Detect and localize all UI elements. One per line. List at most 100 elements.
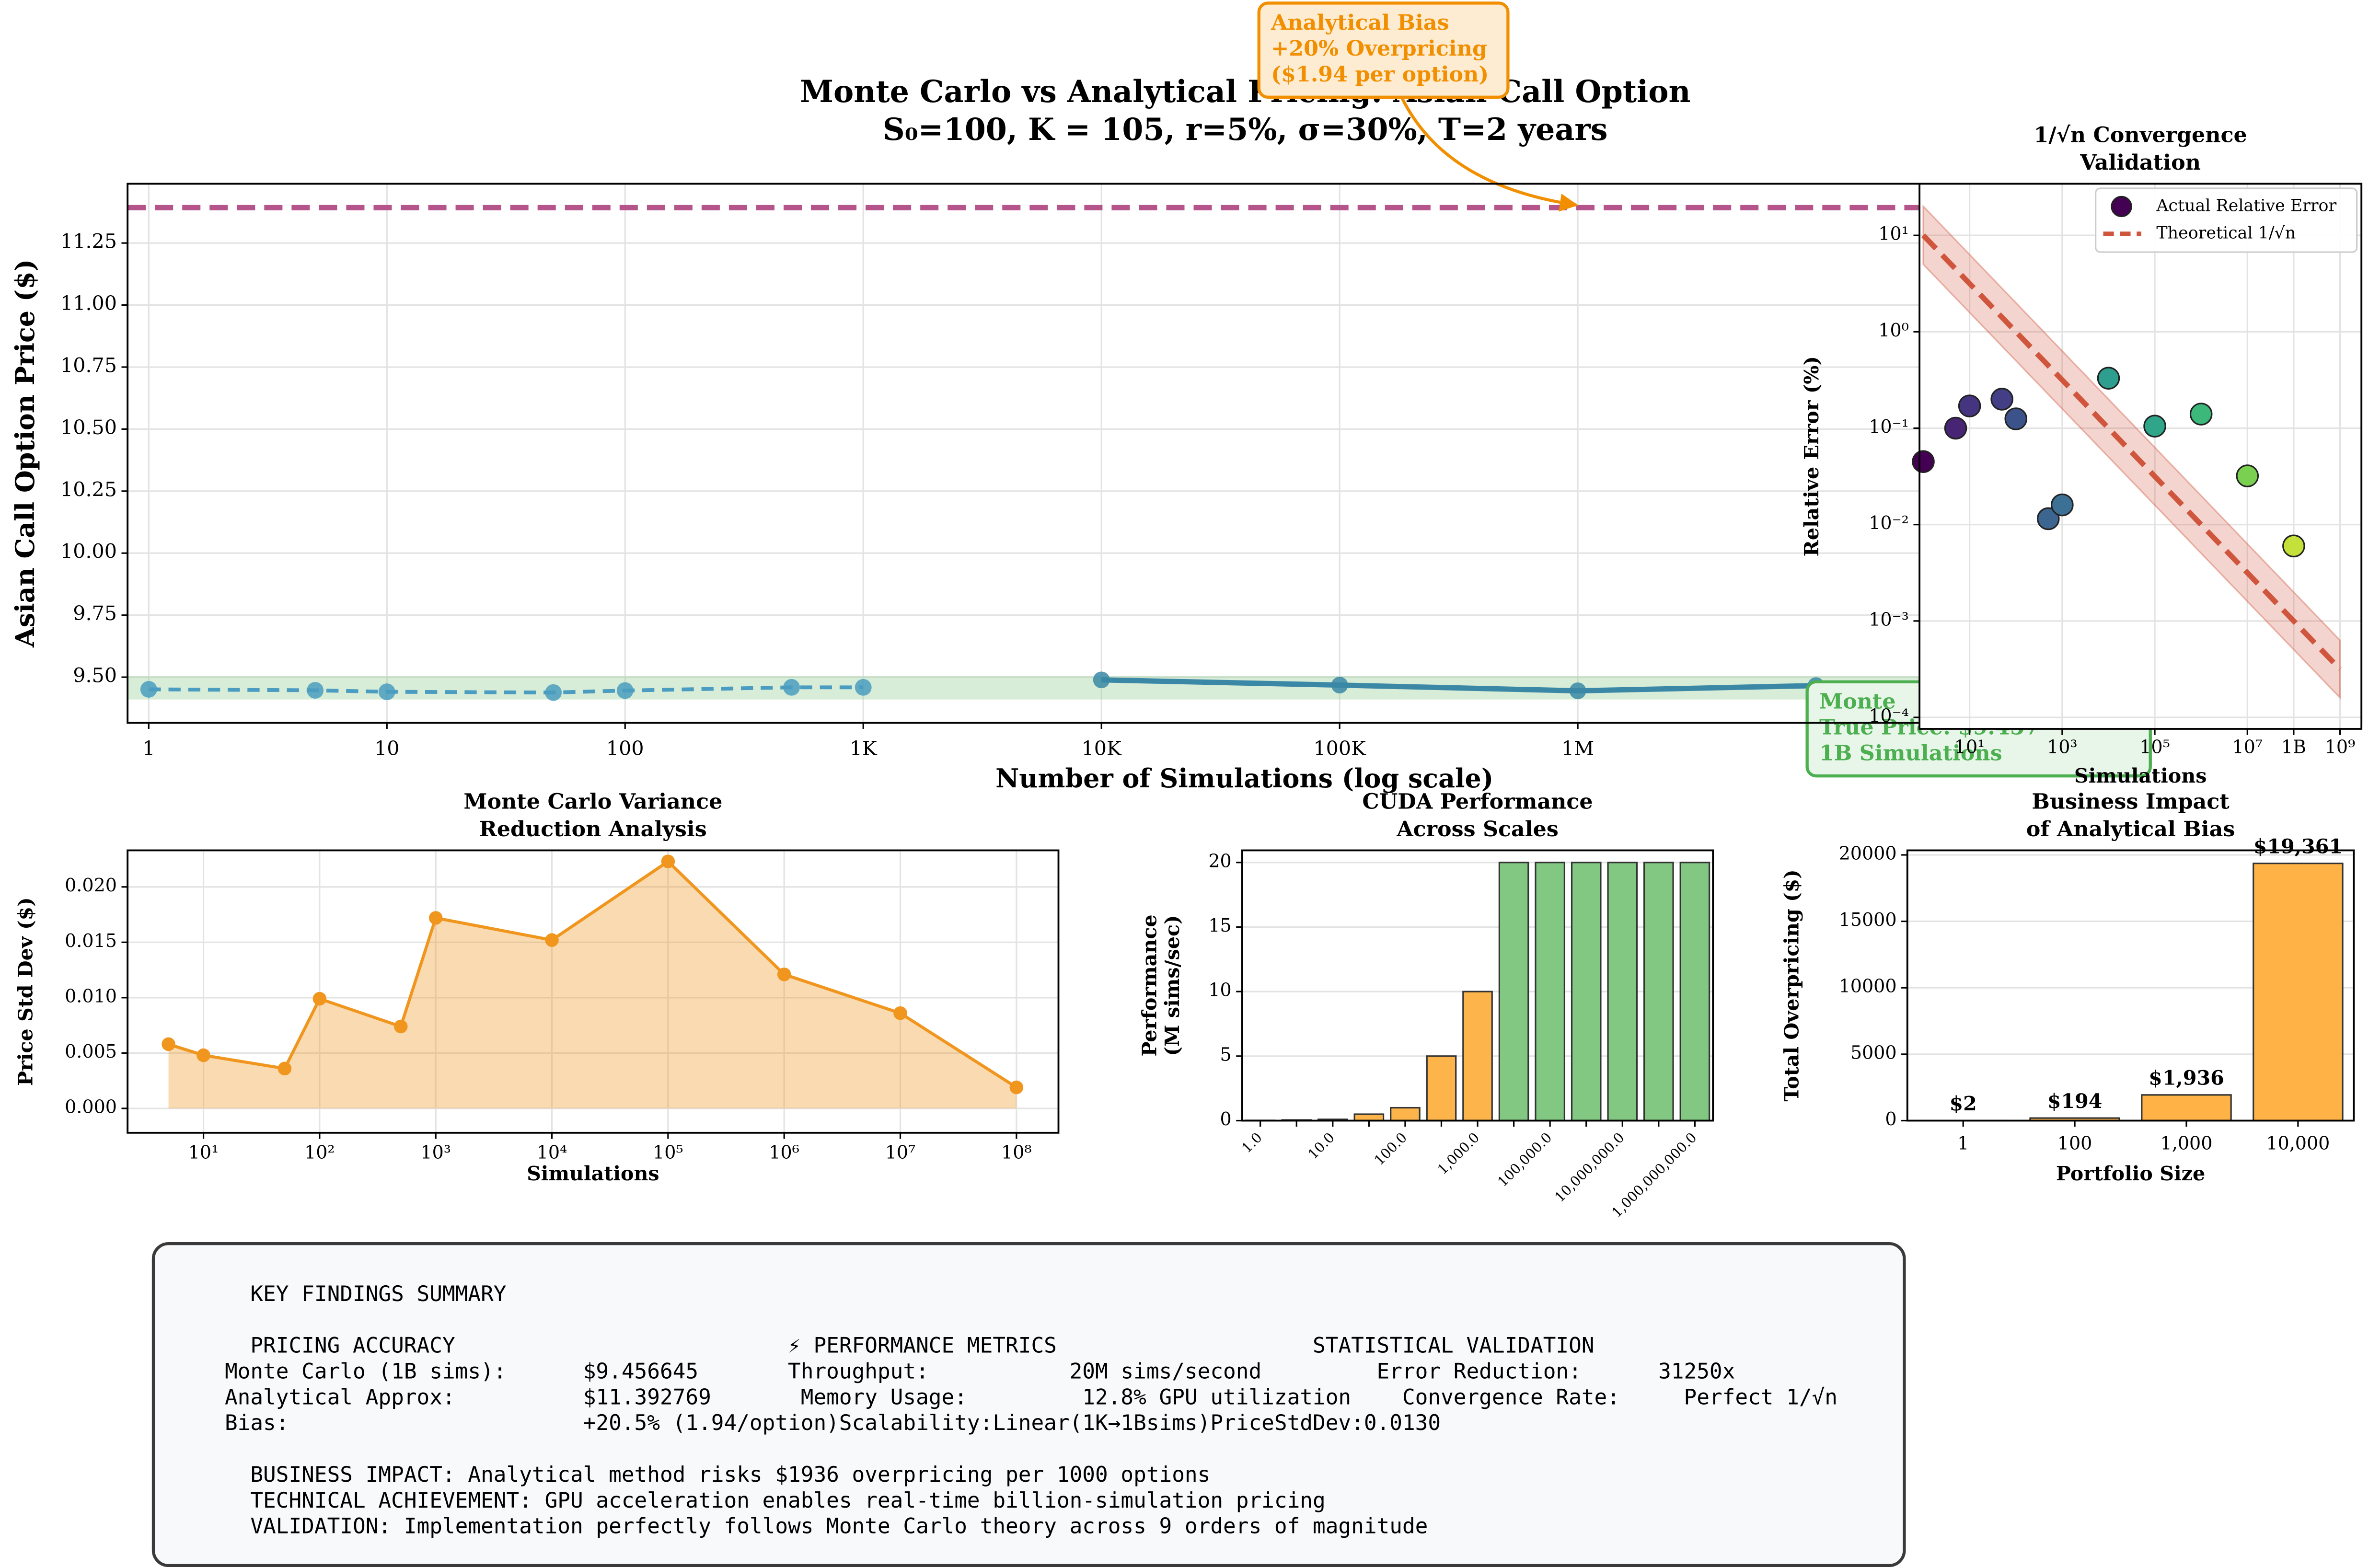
chart: Monte Carlo Variance Reduction Analysis 0.…: [14, 789, 1060, 1185]
std-point: [428, 911, 443, 925]
x-axis-label: Number of Simulations (log scale): [995, 763, 1493, 794]
y-tick-label: 10⁻³: [1869, 609, 1909, 630]
y-tick-label: 0.015: [65, 930, 117, 951]
y-tick-label: 10¹: [1878, 223, 1909, 244]
summary-line: Bias: +20.5% (1.94/option)Scalability:Li…: [225, 1411, 1441, 1435]
chart-title: Monte Carlo vs Analytical Pricing: Asian…: [800, 73, 1691, 109]
y-tick-label: 10⁻⁴: [1869, 705, 1909, 726]
chart: Business Impact of Analytical Bias 0 5000 10…: [1780, 789, 2355, 1185]
price-point: [616, 682, 634, 699]
x-tick-label: 100K: [1313, 737, 1366, 760]
legend-label: Actual Relative Error: [2156, 196, 2336, 215]
error-point: [2004, 407, 2027, 430]
y-axis-label: (M sims/sec): [1160, 915, 1184, 1056]
std-point: [162, 1037, 175, 1051]
x-tick-label: 10³: [2047, 737, 2078, 758]
chart-title: CUDA Performance: [1362, 789, 1593, 814]
plot-frame: [127, 849, 1060, 1134]
y-tick-label: 20: [1208, 850, 1231, 871]
error-point: [2189, 403, 2213, 426]
chart-title: Business Impact: [2032, 789, 2230, 814]
annotation-text: 1B Simulations: [1819, 740, 2002, 765]
std-point: [196, 1048, 210, 1062]
summary: KEY FINDINGS SUMMARY PRICING ACCURACY ⚡ …: [225, 1282, 1837, 1539]
y-tick-label: 9.50: [73, 664, 117, 687]
bar: [1607, 862, 1638, 1122]
std-point: [394, 1019, 408, 1034]
error-point: [1944, 416, 1967, 440]
summary-line: TECHNICAL ACHIEVEMENT: GPU acceleration …: [225, 1488, 1326, 1513]
y-axis-label: Relative Error (%): [1800, 356, 1823, 556]
x-tick-label: 1M: [1561, 737, 1594, 760]
theory-band: [1922, 204, 2341, 700]
annotation-text: ($1.94 per option): [1271, 62, 1489, 87]
price-point: [1093, 671, 1110, 689]
summary-line: VALIDATION: Implementation perfectly fol…: [225, 1514, 1428, 1539]
y-tick-label: 15: [1208, 915, 1231, 936]
y-tick-label: 0.010: [65, 985, 117, 1006]
y-tick-label: 10⁻¹: [1869, 416, 1909, 437]
x-tick-label: 10²: [304, 1142, 335, 1163]
price-point: [1569, 682, 1586, 699]
annotation-arrow: [1398, 93, 1578, 212]
x-tick-label: 10: [374, 737, 399, 760]
bar: [1426, 1055, 1457, 1122]
error-point: [2097, 367, 2120, 390]
bar: [1390, 1107, 1421, 1122]
y-tick-label: 10.25: [60, 478, 117, 501]
y-tick-label: 11.25: [60, 230, 117, 253]
x-tick-label: 100: [2057, 1133, 2092, 1154]
error-point: [2051, 493, 2074, 517]
error-point: [1958, 394, 1981, 417]
price-line: [1101, 677, 1816, 694]
y-tick-label: 10.75: [60, 354, 117, 377]
chart-title: S₀=100, K = 105, r=5%, σ=30%, T=2 years: [883, 111, 1607, 147]
price-point: [783, 679, 800, 696]
std-point: [777, 968, 791, 981]
x-tick-label: 10³: [420, 1142, 451, 1163]
x-tick-label: 10K: [1082, 737, 1122, 760]
annotation-box: [1257, 1, 1510, 99]
annotation-text: Monte: [1819, 689, 1896, 714]
x-tick-label: 1: [142, 737, 155, 760]
y-tick-label: 0.020: [65, 875, 117, 896]
price-point: [855, 679, 872, 696]
bar: [1643, 862, 1674, 1122]
y-tick-label: 9.75: [73, 602, 117, 625]
bar: [2253, 863, 2344, 1122]
value-label: $19,361: [2253, 835, 2343, 858]
x-tick-label: 10⁷: [885, 1142, 916, 1163]
x-tick-label: 10¹: [1954, 737, 1985, 758]
chart-title: Validation: [2080, 150, 2201, 175]
x-tick-label: 1: [1957, 1133, 1969, 1154]
value-label: $1,936: [2149, 1066, 2224, 1090]
std-point: [312, 992, 327, 1006]
x-tick-label: 1,000: [2161, 1133, 2213, 1154]
y-tick-label: 0: [1885, 1108, 1896, 1130]
x-tick-label: 10⁹: [2325, 737, 2356, 758]
chart-title: 1/√n Convergence: [2034, 123, 2247, 148]
bar: [2141, 1094, 2232, 1122]
x-tick-label: 10⁴: [537, 1142, 567, 1163]
summary-box: [151, 1242, 1906, 1568]
price-point: [545, 684, 562, 701]
legend-box: [2095, 187, 2358, 253]
bar: [1571, 862, 1602, 1122]
error-point: [2036, 507, 2060, 530]
chart-title: Across Scales: [1396, 817, 1559, 842]
y-tick-label: 0.000: [65, 1096, 117, 1117]
std-point: [545, 933, 559, 947]
plot-frame: [1918, 183, 2363, 730]
charts: Monte Carlo vs Analytical Pricing: Asian…: [10, 1, 2363, 1267]
std-point: [661, 854, 675, 868]
error-point: [2236, 464, 2259, 487]
chart-title: Monte Carlo Variance: [463, 789, 722, 814]
chart-title: Reduction Analysis: [479, 817, 707, 842]
y-axis-label: Performance: [1137, 914, 1161, 1056]
value-label: $194: [2047, 1089, 2103, 1113]
x-axis-label: Simulations: [2074, 764, 2207, 787]
plot-frame: [1241, 849, 1714, 1122]
price-point: [378, 683, 395, 701]
y-axis-label: Price Std Dev ($): [14, 897, 37, 1086]
